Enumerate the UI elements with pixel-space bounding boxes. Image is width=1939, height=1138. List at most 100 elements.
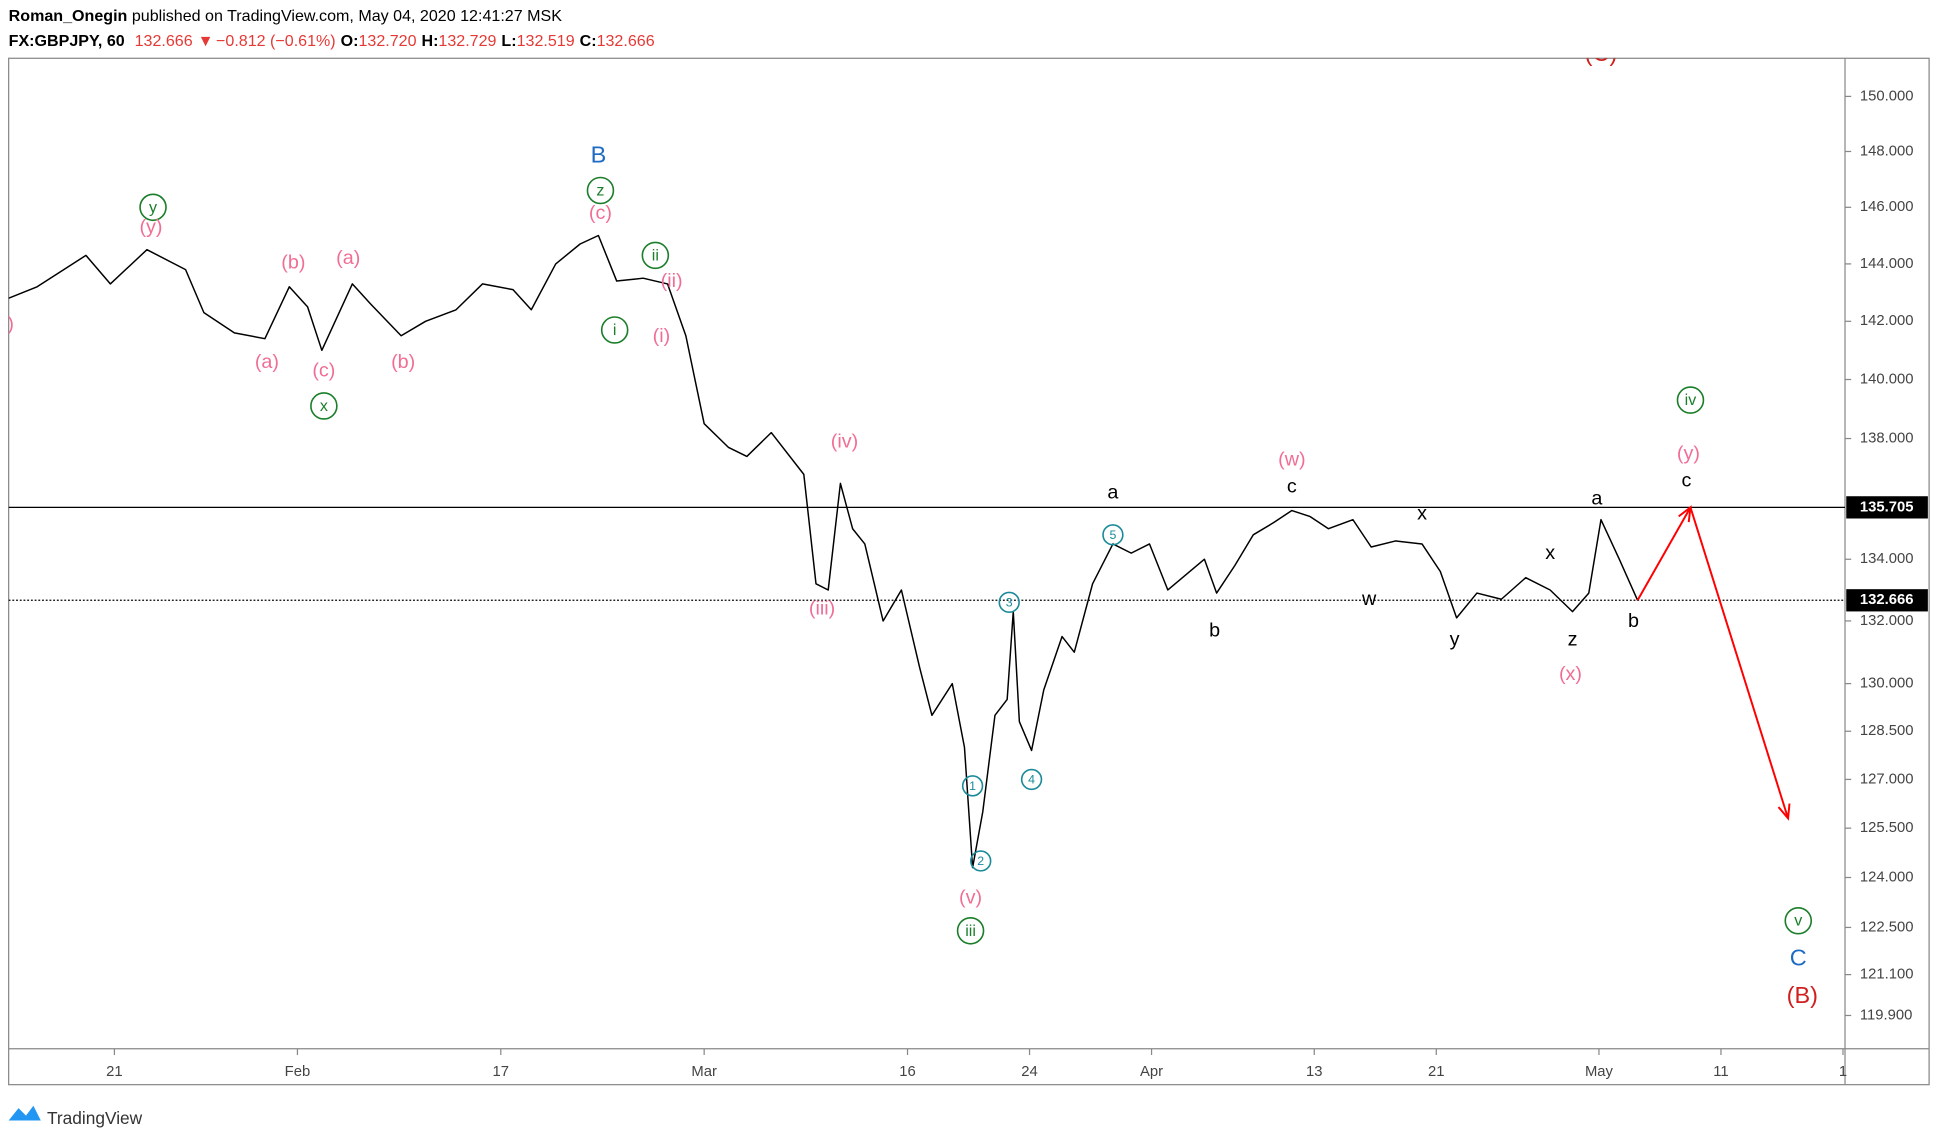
wave-label: z — [1568, 629, 1578, 651]
wave-label: (y) — [139, 216, 162, 238]
wave-label: C — [1790, 945, 1807, 971]
ohlc-value: 132.519 — [517, 32, 575, 50]
logo: TradingView — [8, 1105, 143, 1128]
y-tick-label: 124.000 — [1860, 869, 1914, 885]
author: Roman_Onegin — [9, 7, 128, 25]
wave-label: (a) — [336, 247, 360, 269]
wave-label: x — [1417, 503, 1427, 525]
price-line — [8, 234, 1639, 869]
arrow-head — [1678, 505, 1692, 523]
ohlc-label: L: — [501, 32, 516, 50]
wave-label: (y) — [1677, 442, 1700, 464]
wave-circle — [998, 591, 1020, 614]
brand: TradingView — [47, 1108, 143, 1128]
logo-icon — [8, 1105, 41, 1121]
wave-label: (C) — [1585, 40, 1618, 66]
wave-label: x — [320, 397, 328, 415]
wave-label: w — [1361, 588, 1377, 610]
wave-label: 3 — [1006, 595, 1013, 609]
y-tick-label: 150.000 — [1860, 88, 1914, 104]
wave-label: iv — [1685, 391, 1697, 409]
y-tick-label: 144.000 — [1860, 256, 1914, 272]
wave-label: c — [1681, 469, 1691, 491]
price-label: 132.666 — [1860, 592, 1914, 608]
wave-label: x — [1545, 542, 1555, 564]
wave-circle — [139, 193, 167, 222]
wave-circle — [1784, 906, 1813, 935]
wave-label: c — [1287, 475, 1297, 497]
ohlc-value: 132.729 — [438, 32, 496, 50]
wave-label: (i) — [653, 325, 671, 347]
price-label-bg — [1846, 496, 1928, 519]
wave-circle — [600, 316, 629, 344]
y-tick-label: 127.000 — [1860, 771, 1914, 787]
wave-label: 4 — [1028, 772, 1035, 786]
wave-label: v — [1794, 912, 1802, 930]
x-tick-label: May — [1585, 1064, 1614, 1080]
plot: )y(y)(b) (a)(a) (c) (b)xBz(c)ii(ii)i (i)(iv)… — [7, 40, 1846, 1008]
x-tick-label: 16 — [899, 1064, 915, 1080]
x-tick-label: 24 — [1021, 1064, 1037, 1080]
wave-label: (x) — [1559, 663, 1582, 685]
wave-label: (c) — [312, 360, 335, 382]
wave-label: b — [1628, 610, 1639, 632]
wave-label: y — [1450, 629, 1460, 651]
wave-label: ii — [652, 246, 659, 264]
publish-line: Roman_Onegin published on TradingView.co… — [9, 7, 563, 25]
wave-circle — [586, 176, 615, 205]
y-tick-label: 142.000 — [1860, 313, 1914, 329]
wave-label: a — [1107, 481, 1118, 503]
y-tick-label: 134.000 — [1860, 551, 1914, 567]
y-tick-label: 130.000 — [1860, 676, 1914, 692]
wave-label: (b) — [391, 351, 415, 373]
projection-line — [1636, 506, 1790, 819]
x-tick-label: Apr — [1140, 1064, 1163, 1080]
wave-label: z — [596, 181, 604, 199]
wave-circle — [961, 775, 984, 797]
arrow-head — [1777, 803, 1791, 821]
x-tick-label: 11 — [1713, 1064, 1728, 1080]
wave-label: (w) — [1278, 448, 1305, 470]
wave-circle — [956, 917, 985, 945]
y-tick-label: 128.500 — [1860, 723, 1914, 739]
wave-label: B — [591, 141, 607, 167]
ohlc-label: H: — [421, 32, 438, 50]
wave-circle — [1102, 524, 1124, 546]
ohlc-label: O: — [341, 32, 359, 50]
y-tick-label: 119.900 — [1860, 1007, 1913, 1023]
wave-circle — [1676, 386, 1705, 414]
symbol-line: FX:GBPJPY, 60 132.666 ▼ −0.812 (−0.61%) O:13… — [9, 32, 655, 50]
published: published on TradingView.com, May 04, 20… — [127, 7, 562, 25]
wave-label: (a) — [255, 351, 279, 373]
wave-label: a — [1591, 487, 1602, 509]
price-label: 135.705 — [1860, 499, 1914, 515]
x-tick-label: 21 — [106, 1064, 123, 1080]
wave-label: b — [1209, 619, 1220, 641]
x-tick-label: 21 — [1428, 1064, 1445, 1080]
change: −0.812 (−0.61%) — [216, 32, 336, 50]
wave-label: (B) — [1787, 982, 1818, 1008]
x-tick-label: 13 — [1306, 1064, 1323, 1080]
x-tick-label: Feb — [285, 1064, 311, 1080]
wave-label: ) — [7, 313, 14, 335]
wave-label: (c) — [589, 202, 612, 224]
wave-label: iii — [965, 922, 976, 940]
axes: 150.000 148.000 146.000 144.000 142.000 140.0… — [106, 88, 1928, 1080]
y-tick-label: 140.000 — [1860, 371, 1914, 387]
price-label-bg — [1846, 589, 1928, 612]
wave-circle — [310, 392, 338, 420]
wave-label: 2 — [977, 854, 984, 868]
wave-circle — [1020, 768, 1043, 791]
x-tick-label: 1 — [1839, 1064, 1847, 1080]
wave-label: y — [149, 198, 157, 216]
change-arrow: ▼ — [198, 32, 214, 50]
y-tick-label: 121.100 — [1860, 967, 1914, 983]
frame — [8, 57, 1930, 1086]
x-tick-label: Mar — [691, 1064, 717, 1080]
wave-label: 5 — [1109, 528, 1116, 542]
symbol: FX:GBPJPY, 60 — [9, 32, 125, 50]
wave-label: (iv) — [831, 431, 858, 453]
wave-label: (b) — [281, 251, 305, 273]
